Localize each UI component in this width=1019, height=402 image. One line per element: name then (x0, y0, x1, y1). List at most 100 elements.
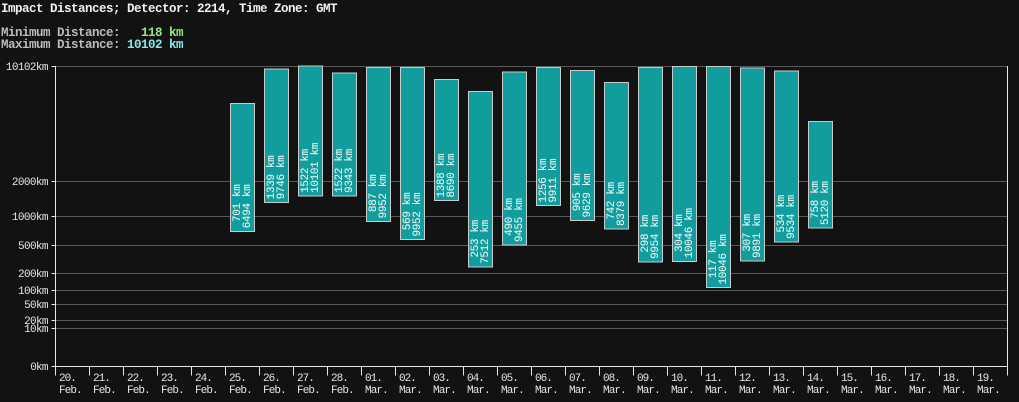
svg-text:12.: 12. (739, 373, 757, 385)
svg-text:14.: 14. (807, 373, 825, 385)
svg-text:Mar.: Mar. (739, 385, 763, 397)
svg-text:905 km: 905 km (572, 173, 584, 211)
svg-text:Mar.: Mar. (569, 385, 593, 397)
svg-text:9629 km: 9629 km (582, 173, 594, 217)
svg-text:08.: 08. (603, 373, 621, 385)
svg-text:887 km: 887 km (368, 174, 380, 212)
svg-text:7512 km: 7512 km (480, 219, 492, 263)
svg-text:490 km: 490 km (504, 198, 516, 236)
svg-text:Mar.: Mar. (773, 385, 797, 397)
svg-text:13.: 13. (773, 373, 791, 385)
svg-text:28.: 28. (331, 373, 349, 385)
svg-text:06.: 06. (535, 373, 553, 385)
svg-text:20km: 20km (24, 316, 49, 328)
svg-text:Mar.: Mar. (977, 385, 1001, 397)
svg-text:16.: 16. (875, 373, 893, 385)
svg-text:307 km: 307 km (742, 214, 754, 252)
svg-text:9952 km: 9952 km (378, 174, 390, 218)
svg-text:9534 km: 9534 km (786, 194, 798, 238)
svg-text:Feb.: Feb. (263, 385, 287, 397)
svg-text:02.: 02. (399, 373, 417, 385)
svg-text:Mar.: Mar. (501, 385, 525, 397)
svg-text:19.: 19. (977, 373, 995, 385)
svg-text:1256 km: 1256 km (538, 158, 550, 202)
svg-text:27.: 27. (297, 373, 315, 385)
svg-text:6494 km: 6494 km (242, 184, 254, 228)
svg-text:534 km: 534 km (776, 194, 788, 232)
svg-text:Mar.: Mar. (365, 385, 389, 397)
svg-text:10101 km: 10101 km (310, 142, 322, 193)
svg-text:253 km: 253 km (470, 219, 482, 257)
svg-text:20.: 20. (59, 373, 77, 385)
svg-text:07.: 07. (569, 373, 587, 385)
svg-text:1522 km: 1522 km (334, 148, 346, 192)
svg-text:Feb.: Feb. (229, 385, 253, 397)
svg-text:Feb.: Feb. (161, 385, 185, 397)
svg-text:Mar.: Mar. (637, 385, 661, 397)
svg-text:Mar.: Mar. (705, 385, 729, 397)
svg-text:9746 km: 9746 km (276, 155, 288, 199)
svg-text:Mar.: Mar. (875, 385, 899, 397)
svg-text:Feb.: Feb. (297, 385, 321, 397)
svg-text:1522 km: 1522 km (300, 148, 312, 192)
svg-text:10km: 10km (24, 324, 49, 336)
svg-text:500km: 500km (18, 241, 49, 253)
svg-text:304 km: 304 km (674, 214, 686, 252)
svg-text:742 km: 742 km (606, 182, 618, 220)
svg-text:1000km: 1000km (12, 212, 49, 224)
svg-text:18.: 18. (943, 373, 961, 385)
svg-text:100km: 100km (18, 286, 49, 298)
svg-text:10046 km: 10046 km (684, 208, 696, 259)
svg-text:298 km: 298 km (640, 214, 652, 252)
svg-text:Feb.: Feb. (331, 385, 355, 397)
svg-text:03.: 03. (433, 373, 451, 385)
svg-text:01.: 01. (365, 373, 383, 385)
svg-text:10046 km: 10046 km (718, 234, 730, 285)
svg-text:701 km: 701 km (232, 184, 244, 222)
svg-text:9343 km: 9343 km (344, 148, 356, 192)
svg-text:Feb.: Feb. (195, 385, 219, 397)
svg-text:758 km: 758 km (810, 181, 822, 219)
svg-text:24.: 24. (195, 373, 213, 385)
svg-text:25.: 25. (229, 373, 247, 385)
svg-text:Mar.: Mar. (841, 385, 865, 397)
svg-text:15.: 15. (841, 373, 859, 385)
svg-text:117 km: 117 km (708, 240, 720, 278)
svg-text:Feb.: Feb. (59, 385, 83, 397)
svg-text:Mar.: Mar. (535, 385, 559, 397)
svg-text:569 km: 569 km (402, 192, 414, 230)
svg-text:8379 km: 8379 km (616, 182, 628, 226)
svg-text:23.: 23. (161, 373, 179, 385)
svg-text:50km: 50km (24, 300, 49, 312)
svg-text:Mar.: Mar. (909, 385, 933, 397)
svg-text:Mar.: Mar. (603, 385, 627, 397)
svg-text:11.: 11. (705, 373, 723, 385)
svg-text:Mar.: Mar. (671, 385, 695, 397)
svg-text:9455 km: 9455 km (514, 198, 526, 242)
svg-text:10.: 10. (671, 373, 689, 385)
svg-text:Mar.: Mar. (399, 385, 423, 397)
svg-text:9911 km: 9911 km (548, 158, 560, 202)
svg-text:17.: 17. (909, 373, 927, 385)
svg-text:8690 km: 8690 km (446, 153, 458, 197)
svg-text:9891 km: 9891 km (752, 214, 764, 258)
svg-text:2000km: 2000km (12, 177, 49, 189)
svg-text:22.: 22. (127, 373, 145, 385)
svg-text:9954 km: 9954 km (650, 214, 662, 258)
svg-text:Feb.: Feb. (93, 385, 117, 397)
svg-text:10102km: 10102km (6, 62, 49, 74)
svg-text:0km: 0km (30, 362, 49, 374)
svg-text:1388 km: 1388 km (436, 153, 448, 197)
svg-text:21.: 21. (93, 373, 111, 385)
svg-text:Mar.: Mar. (807, 385, 831, 397)
svg-text:09.: 09. (637, 373, 655, 385)
svg-text:Feb.: Feb. (127, 385, 151, 397)
svg-text:9952 km: 9952 km (412, 192, 424, 236)
svg-text:Mar.: Mar. (943, 385, 967, 397)
svg-text:5120 km: 5120 km (820, 181, 832, 225)
svg-text:04.: 04. (467, 373, 485, 385)
svg-text:Mar.: Mar. (467, 385, 491, 397)
svg-text:1339 km: 1339 km (266, 155, 278, 199)
svg-text:26.: 26. (263, 373, 281, 385)
svg-text:200km: 200km (18, 269, 49, 281)
